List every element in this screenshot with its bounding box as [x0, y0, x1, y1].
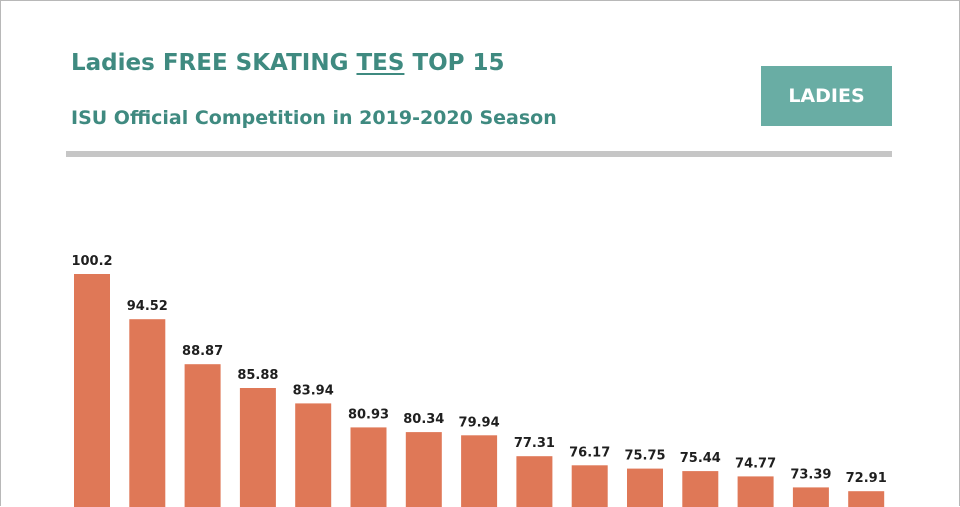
bar-value-label-14: 73.39 [790, 467, 831, 482]
category-badge: LADIES [761, 66, 892, 126]
bar-12 [682, 471, 719, 507]
bar-3 [184, 364, 221, 507]
chart-title: Ladies FREE SKATING TES TOP 15 [71, 50, 505, 76]
bar-value-label-15: 72.91 [846, 471, 887, 486]
bar-1 [74, 274, 110, 507]
bar-value-label-8: 79.94 [459, 415, 500, 430]
bar-4 [239, 388, 276, 507]
bar-8 [461, 435, 498, 507]
bar-value-label-10: 76.17 [569, 445, 610, 460]
bar-2 [129, 319, 166, 507]
bar-7 [405, 432, 442, 507]
bar-9 [516, 456, 553, 507]
bar-value-label-11: 75.75 [624, 449, 665, 464]
bar-value-label-1: 100.2 [71, 254, 112, 269]
title-tes: TES [356, 50, 405, 76]
title-prefix: Ladies FREE SKATING [71, 50, 357, 76]
bar-5 [295, 403, 332, 507]
bar-value-label-12: 75.44 [680, 451, 721, 466]
bar-10 [571, 465, 608, 507]
bar-value-label-9: 77.31 [514, 436, 555, 451]
bar-14 [792, 487, 829, 507]
bar-11 [627, 468, 663, 507]
bar-value-label-2: 94.52 [127, 299, 168, 314]
bar-value-label-7: 80.34 [403, 412, 444, 427]
title-suffix: TOP 15 [404, 50, 505, 76]
chart-subtitle: ISU Official Competition in 2019-2020 Se… [71, 107, 557, 129]
bar-13 [737, 476, 774, 507]
bar-value-label-6: 80.93 [348, 407, 389, 422]
bar-15 [848, 491, 885, 507]
bar-value-label-3: 88.87 [182, 344, 223, 359]
bar-value-label-13: 74.77 [735, 456, 776, 471]
bar-6 [350, 427, 387, 507]
bar-value-label-5: 83.94 [293, 383, 334, 398]
bar-value-label-4: 85.88 [237, 368, 278, 383]
header-divider [66, 151, 892, 157]
